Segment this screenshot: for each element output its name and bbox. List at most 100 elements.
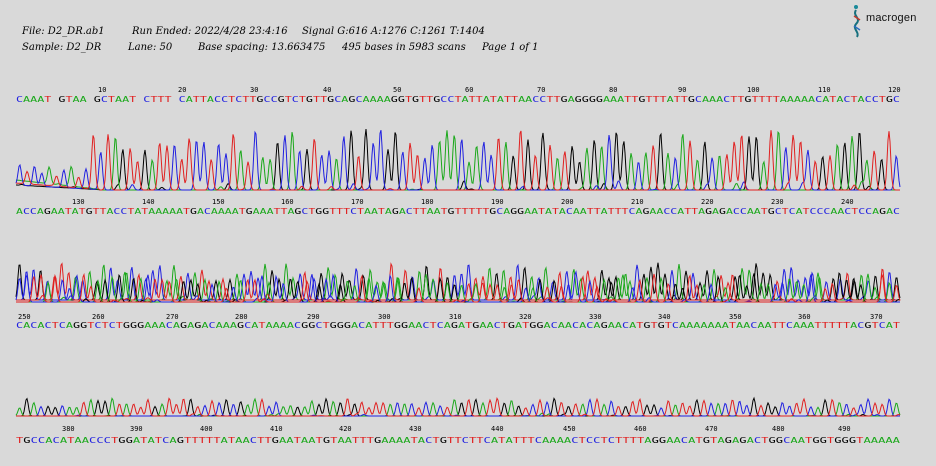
base-call: A [82, 436, 90, 445]
base-call: A [253, 207, 260, 216]
base-call: T [476, 95, 483, 104]
base-call: A [266, 321, 273, 330]
base-call: C [437, 321, 444, 330]
base-call: T [636, 321, 643, 330]
base-call: A [830, 207, 837, 216]
tick-label: 100 [747, 86, 760, 94]
base-call: G [517, 207, 524, 216]
base-call: A [133, 436, 141, 445]
base-call: T [665, 321, 672, 330]
base-call: T [469, 436, 477, 445]
base-call: A [483, 95, 490, 104]
tick-label: 270 [166, 313, 179, 321]
base-call: T [258, 321, 265, 330]
base-call: A [287, 321, 294, 330]
base-call: A [487, 321, 494, 330]
base-call: G [272, 436, 280, 445]
base-call: A [242, 436, 250, 445]
base-call: T [155, 436, 163, 445]
base-call: T [695, 436, 703, 445]
base-call: T [357, 207, 364, 216]
base-call: T [65, 207, 72, 216]
base-call: C [865, 207, 872, 216]
base-call: A [169, 436, 177, 445]
position-ticks: 130 140 150 160 170 180 190 200 210 220 … [72, 198, 854, 206]
base-call: A [708, 321, 715, 330]
base-call: G [58, 95, 65, 104]
base-call: G [322, 207, 329, 216]
base-call: T [893, 321, 900, 330]
base-call: A [479, 321, 486, 330]
base-call: A [58, 207, 65, 216]
base-call: T [294, 436, 302, 445]
base-call: T [454, 436, 462, 445]
trace-line-T [15, 130, 900, 191]
base-call: G [658, 321, 665, 330]
base-call: C [740, 207, 747, 216]
base-call: T [856, 436, 864, 445]
base-call: A [780, 95, 787, 104]
base-call: G [638, 95, 645, 104]
base-call: T [630, 436, 638, 445]
base-call: A [122, 95, 129, 104]
base-call: T [200, 95, 207, 104]
base-call: G [177, 436, 185, 445]
base-call: A [557, 436, 565, 445]
base-call: A [885, 436, 893, 445]
base-call: T [650, 321, 657, 330]
base-call: T [320, 95, 327, 104]
base-call: T [367, 436, 375, 445]
base-call: A [267, 207, 274, 216]
base-call: A [106, 207, 113, 216]
base-call: A [73, 95, 80, 104]
base-call: A [385, 207, 392, 216]
base-call: A [871, 436, 879, 445]
base-call: A [491, 436, 499, 445]
page-number: Page 1 of 1 [482, 42, 539, 53]
base-call: A [667, 95, 674, 104]
base-call: A [365, 321, 372, 330]
base-call: T [587, 207, 594, 216]
tick-label: 150 [212, 198, 225, 206]
base-call: G [510, 207, 517, 216]
base-call: T [87, 321, 94, 330]
base-call: C [810, 207, 817, 216]
base-call: A [30, 95, 37, 104]
base-call: C [59, 321, 66, 330]
tick-label: 30 [250, 86, 258, 94]
base-call: A [399, 207, 406, 216]
base-call: T [761, 436, 769, 445]
base-call: G [306, 95, 313, 104]
base-call: G [725, 436, 733, 445]
base-call: A [787, 95, 794, 104]
base-call: A [579, 321, 586, 330]
tick-label: 450 [563, 425, 576, 433]
base-call: G [705, 207, 712, 216]
base-call: G [398, 95, 405, 104]
base-call: A [260, 207, 267, 216]
base-call: G [601, 321, 608, 330]
tick-label: 310 [449, 313, 462, 321]
base-call: C [31, 436, 39, 445]
base-call: G [412, 95, 419, 104]
base-call: G [301, 321, 308, 330]
lane-number: Lane: 50 [128, 42, 173, 53]
trace-panel-1: 10 20 30 40 50 60 70 80 90 100 110 120 C… [15, 86, 901, 191]
base-call: G [44, 207, 51, 216]
tick-label: 140 [142, 198, 155, 206]
base-call: G [842, 436, 850, 445]
base-call: G [374, 436, 382, 445]
base-call: A [187, 321, 194, 330]
base-call: G [596, 95, 603, 104]
base-call: G [508, 321, 515, 330]
base-call: T [546, 95, 553, 104]
base-call: A [712, 207, 719, 216]
base-call: A [223, 321, 230, 330]
base-call: C [586, 321, 593, 330]
base-call: G [394, 321, 401, 330]
base-call: G [768, 436, 776, 445]
base-call: C [672, 321, 679, 330]
base-call: G [23, 436, 31, 445]
tick-label: 390 [130, 425, 143, 433]
base-call: C [334, 95, 341, 104]
